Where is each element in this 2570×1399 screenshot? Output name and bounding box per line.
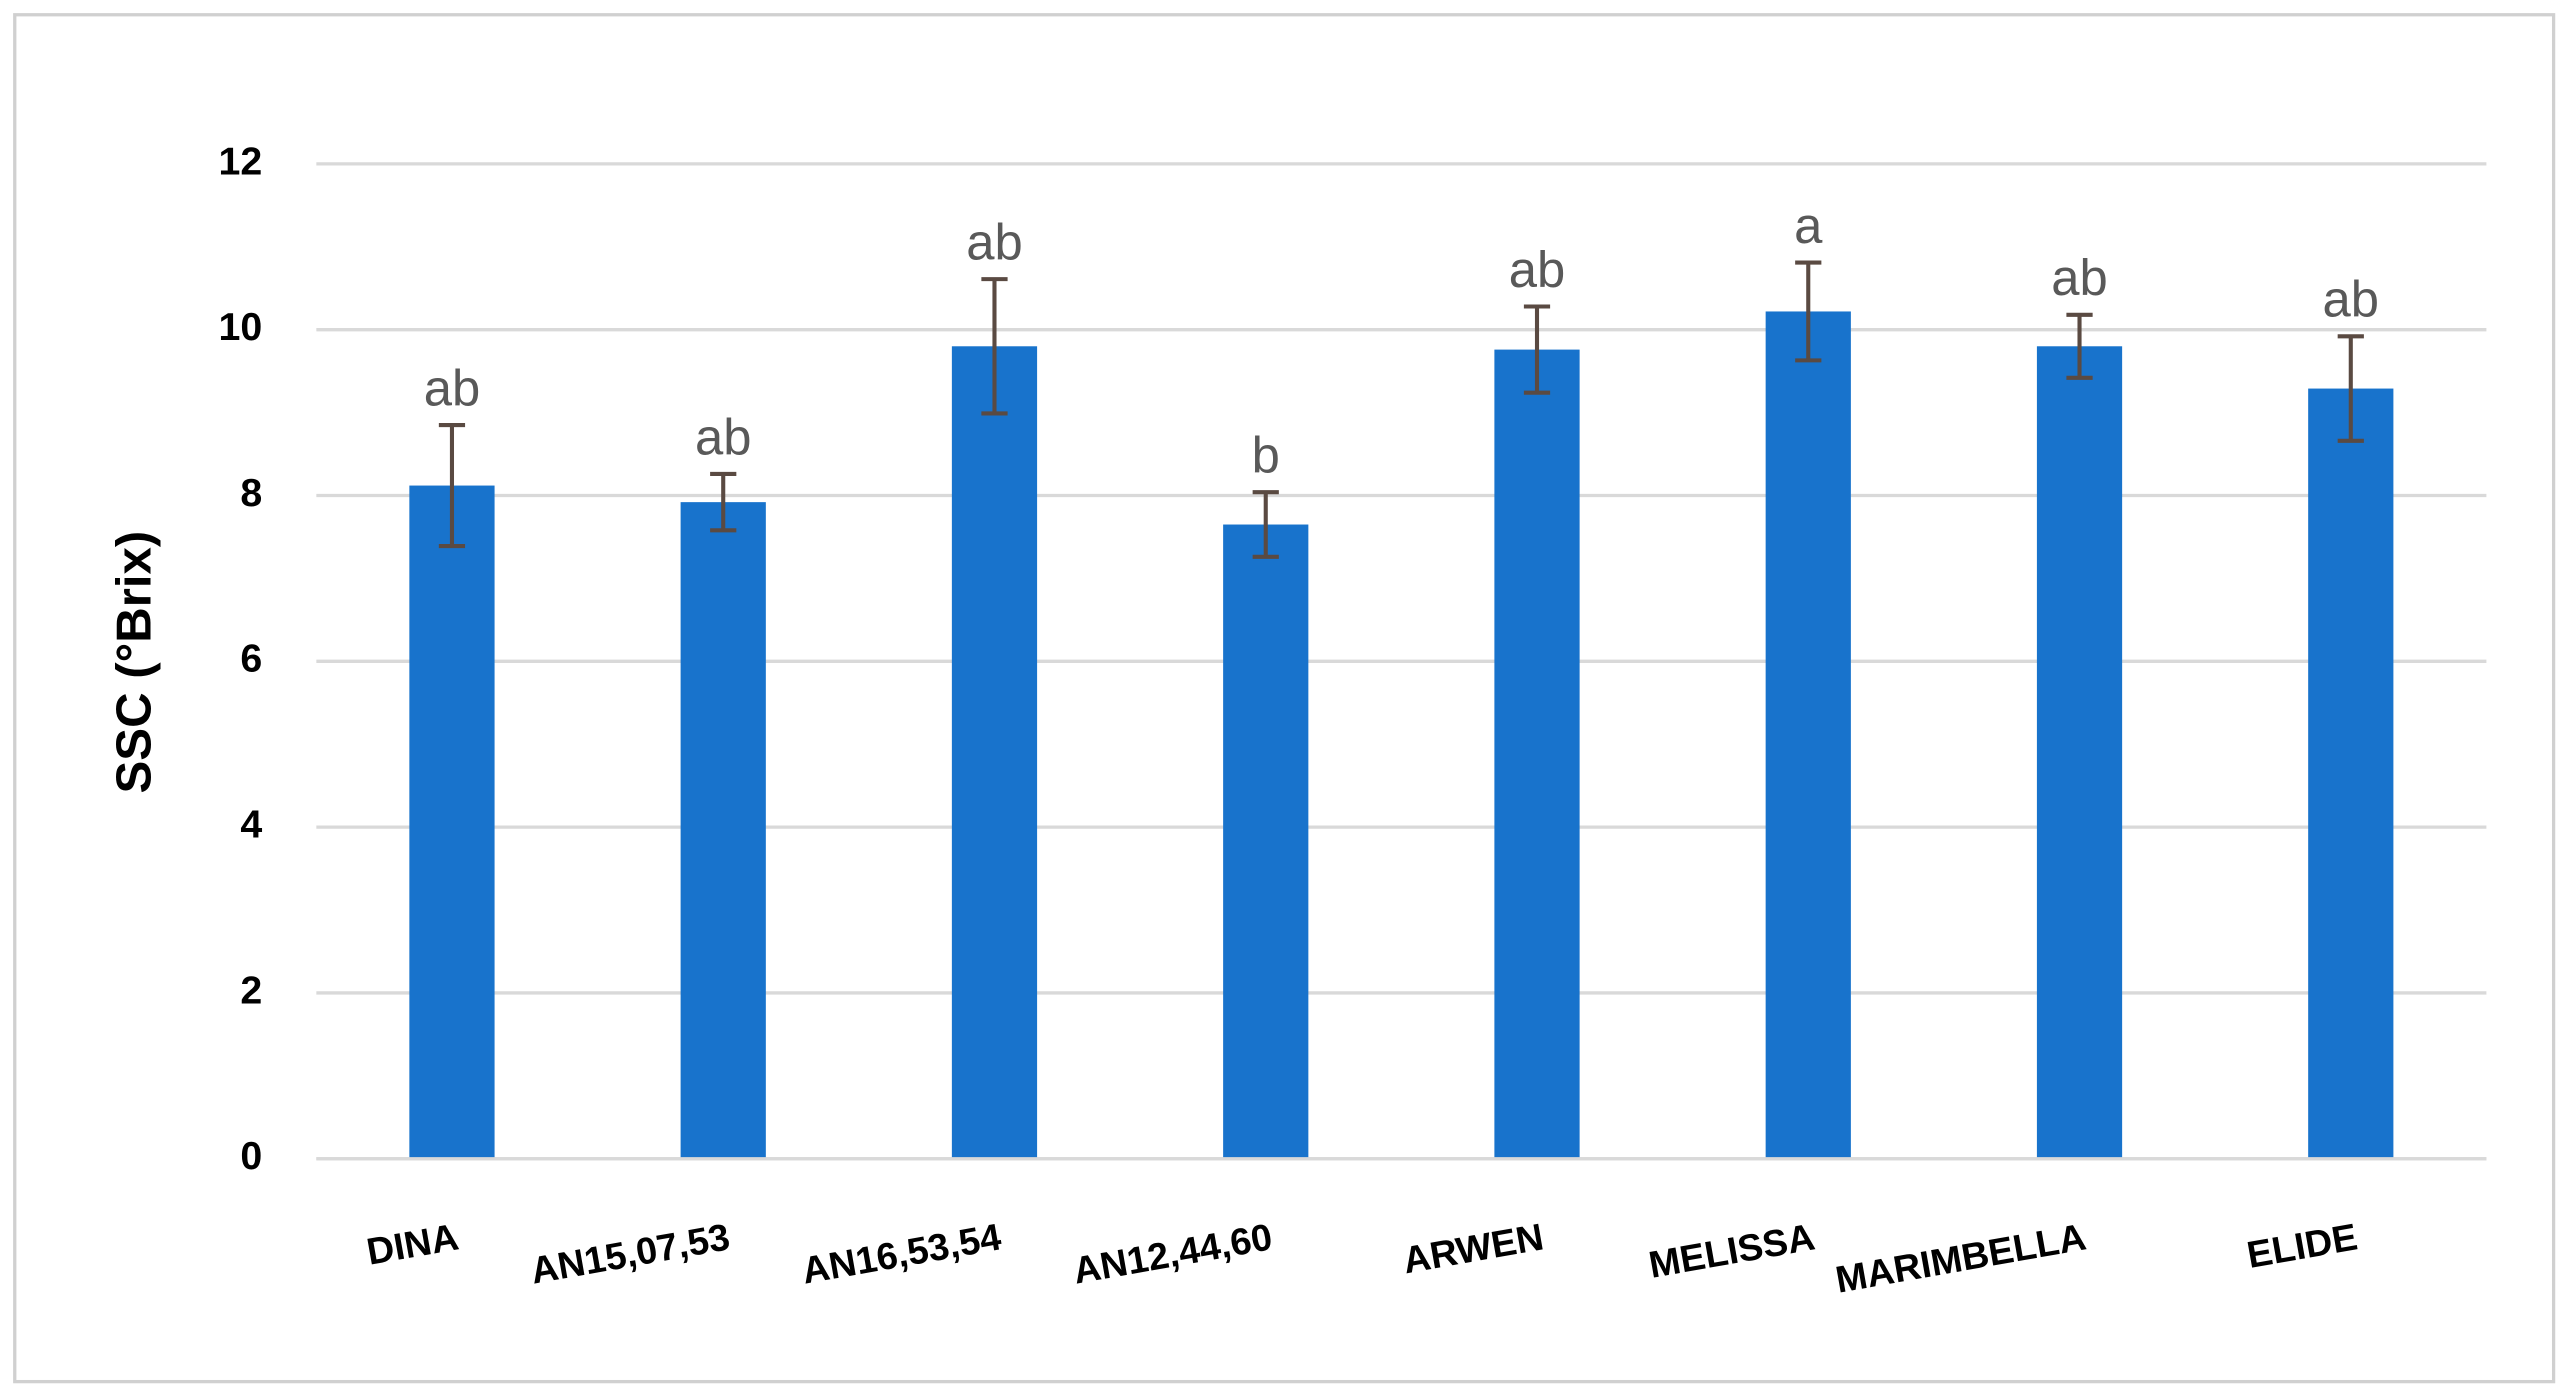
error-bar xyxy=(710,471,737,533)
error-bar xyxy=(2337,334,2364,443)
y-tick-label: 2 xyxy=(240,968,262,1012)
error-bar xyxy=(1252,490,1279,559)
annotation: b xyxy=(1252,427,1280,484)
bar xyxy=(1765,311,1851,1159)
bar xyxy=(1494,349,1580,1159)
y-tick-label: 8 xyxy=(240,471,262,515)
y-tick-label: 0 xyxy=(240,1134,262,1178)
annotation: ab xyxy=(966,213,1023,270)
bar xyxy=(1223,524,1309,1159)
bar xyxy=(409,485,495,1159)
y-tick-label: 4 xyxy=(240,803,262,847)
y-axis-label: SSC (°Brix) xyxy=(107,531,162,794)
bar xyxy=(951,346,1038,1159)
y-tick-label: 6 xyxy=(240,637,262,681)
bar xyxy=(2036,346,2123,1159)
y-tick-label: 12 xyxy=(218,139,262,183)
annotation: ab xyxy=(424,359,481,416)
bar xyxy=(680,502,766,1159)
bar xyxy=(2308,388,2394,1159)
annotation: ab xyxy=(695,408,752,465)
annotation: a xyxy=(1794,197,1823,254)
annotation: ab xyxy=(2051,249,2108,306)
annotation: ab xyxy=(2323,271,2380,328)
error-bar xyxy=(1795,260,1822,363)
annotation: ab xyxy=(1509,241,1566,298)
error-bar xyxy=(2066,312,2093,380)
error-bar xyxy=(981,277,1008,416)
error-bar xyxy=(438,422,466,549)
y-tick-label: 10 xyxy=(218,305,262,349)
error-bar xyxy=(1523,304,1551,395)
